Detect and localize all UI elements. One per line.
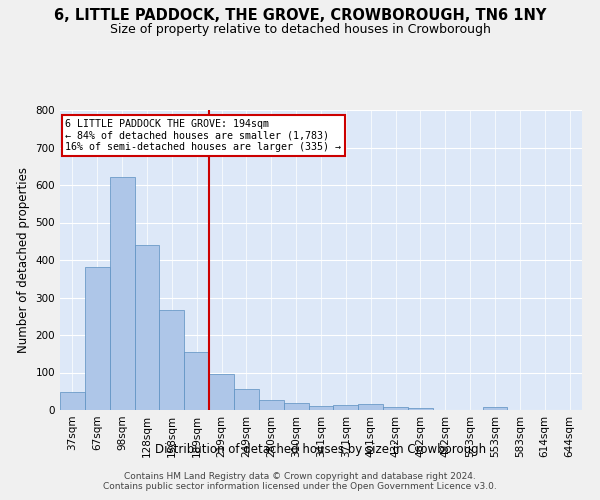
Bar	[308, 406, 334, 410]
Bar	[234, 390, 259, 410]
Bar	[383, 407, 408, 410]
Bar	[85, 267, 110, 410]
Bar	[358, 404, 383, 410]
Bar	[134, 245, 160, 410]
Bar	[160, 310, 184, 410]
Text: Size of property relative to detached houses in Crowborough: Size of property relative to detached ho…	[110, 22, 490, 36]
Bar	[60, 392, 85, 410]
Bar	[408, 408, 433, 410]
Bar	[334, 405, 358, 410]
Text: Contains public sector information licensed under the Open Government Licence v3: Contains public sector information licen…	[103, 482, 497, 491]
Bar	[482, 408, 508, 410]
Text: Distribution of detached houses by size in Crowborough: Distribution of detached houses by size …	[155, 442, 487, 456]
Text: 6, LITTLE PADDOCK, THE GROVE, CROWBOROUGH, TN6 1NY: 6, LITTLE PADDOCK, THE GROVE, CROWBOROUG…	[54, 8, 546, 22]
Text: 6 LITTLE PADDOCK THE GROVE: 194sqm
← 84% of detached houses are smaller (1,783)
: 6 LITTLE PADDOCK THE GROVE: 194sqm ← 84%…	[65, 119, 341, 152]
Text: Contains HM Land Registry data © Crown copyright and database right 2024.: Contains HM Land Registry data © Crown c…	[124, 472, 476, 481]
Bar	[110, 177, 134, 410]
Bar	[284, 403, 308, 410]
Bar	[259, 400, 284, 410]
Bar	[184, 352, 209, 410]
Bar	[209, 374, 234, 410]
Y-axis label: Number of detached properties: Number of detached properties	[17, 167, 30, 353]
